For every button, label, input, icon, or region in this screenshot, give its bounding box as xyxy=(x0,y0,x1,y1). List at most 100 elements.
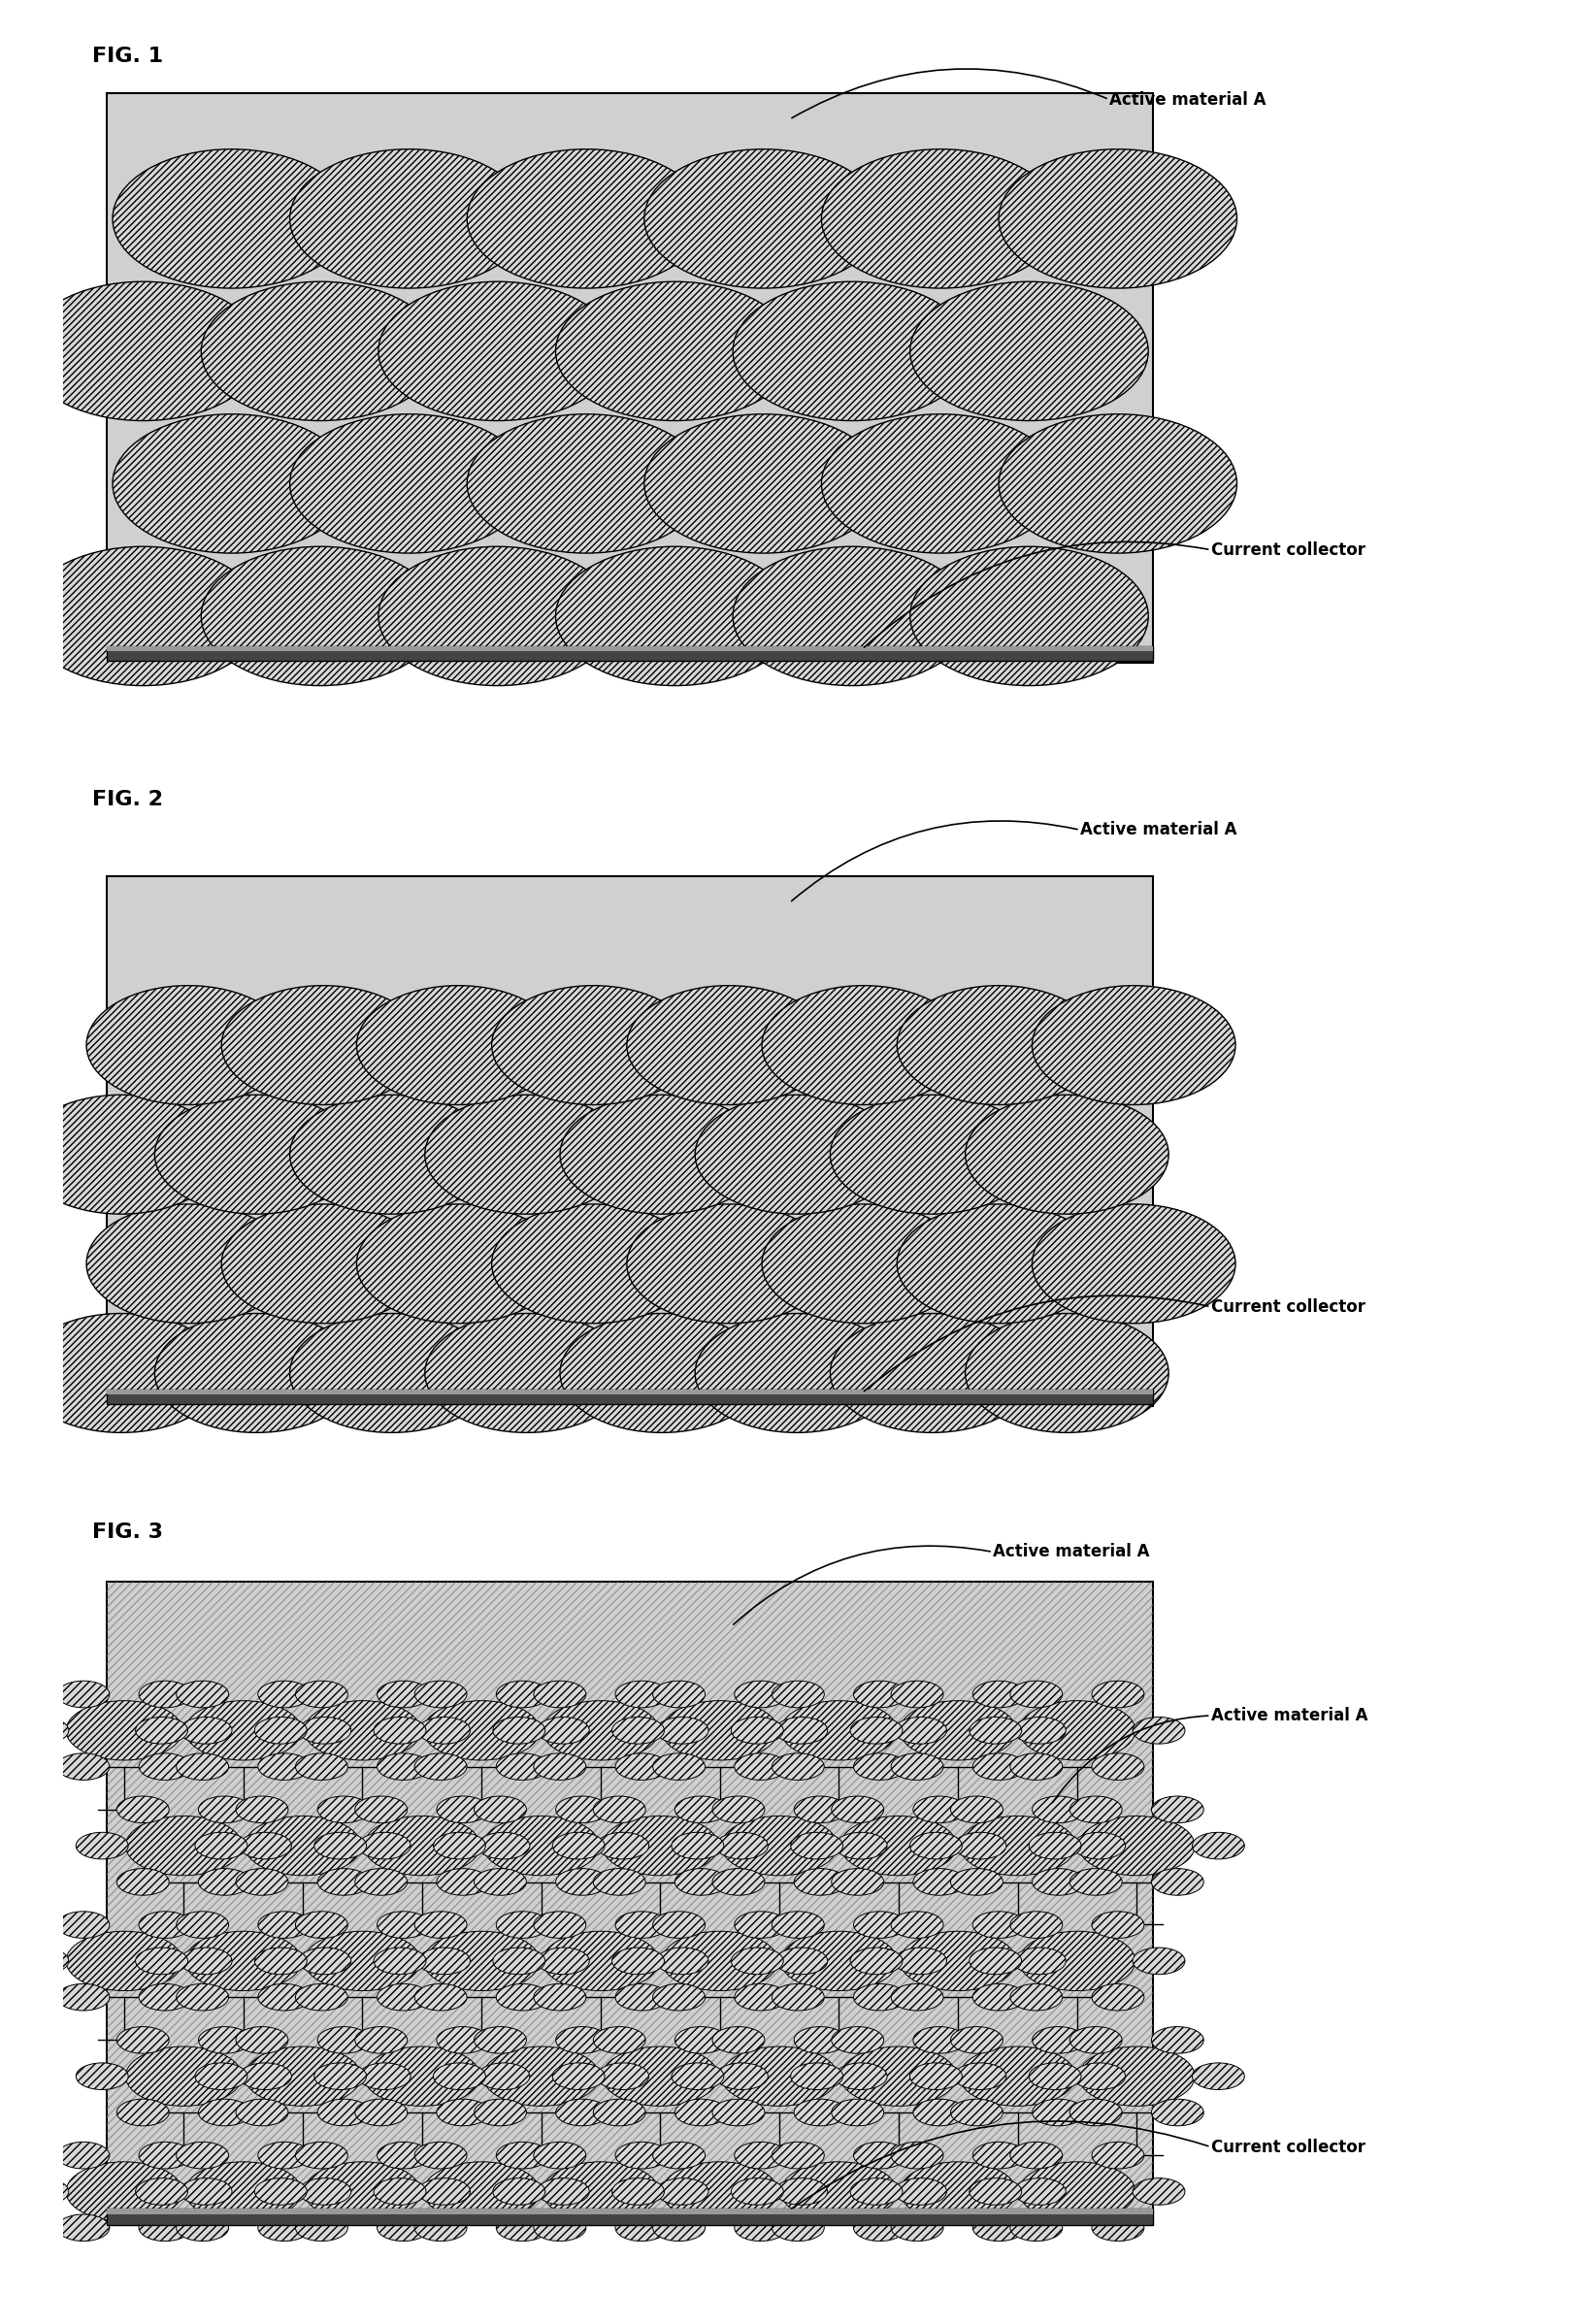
Circle shape xyxy=(314,1831,366,1859)
Circle shape xyxy=(474,2027,526,2054)
Ellipse shape xyxy=(831,1095,1034,1213)
Circle shape xyxy=(913,2099,965,2126)
Ellipse shape xyxy=(695,1313,898,1432)
Circle shape xyxy=(1011,2215,1063,2240)
Ellipse shape xyxy=(425,1313,628,1432)
Circle shape xyxy=(180,1948,232,1975)
Bar xyxy=(107,2208,1153,2224)
Circle shape xyxy=(358,1831,411,1859)
Circle shape xyxy=(1069,2027,1123,2054)
Circle shape xyxy=(891,2143,943,2168)
Ellipse shape xyxy=(733,281,971,421)
Circle shape xyxy=(136,2178,188,2205)
Ellipse shape xyxy=(19,1095,223,1213)
Circle shape xyxy=(652,1985,706,2010)
Circle shape xyxy=(295,1752,347,1780)
Circle shape xyxy=(1091,1985,1145,2010)
Circle shape xyxy=(1033,2099,1085,2126)
Circle shape xyxy=(970,1717,1022,1743)
Bar xyxy=(107,646,1153,651)
Circle shape xyxy=(317,2099,369,2126)
Circle shape xyxy=(913,2027,965,2054)
Circle shape xyxy=(493,2178,545,2205)
Circle shape xyxy=(960,1815,1075,1875)
Circle shape xyxy=(257,2215,309,2240)
Circle shape xyxy=(850,1948,903,1975)
Ellipse shape xyxy=(379,281,617,421)
Ellipse shape xyxy=(291,1095,493,1213)
Circle shape xyxy=(731,2178,783,2205)
Ellipse shape xyxy=(763,985,965,1104)
Ellipse shape xyxy=(897,985,1101,1104)
Circle shape xyxy=(1091,1680,1145,1708)
Ellipse shape xyxy=(491,1204,695,1322)
Circle shape xyxy=(794,2027,846,2054)
Circle shape xyxy=(791,1831,843,1859)
Circle shape xyxy=(674,1796,728,1822)
Circle shape xyxy=(613,1717,665,1743)
Circle shape xyxy=(1069,2099,1123,2126)
Circle shape xyxy=(891,1910,943,1938)
Circle shape xyxy=(474,2099,526,2126)
Circle shape xyxy=(1078,1815,1195,1875)
Circle shape xyxy=(734,1752,786,1780)
Ellipse shape xyxy=(561,1095,763,1213)
Circle shape xyxy=(657,2178,709,2205)
Circle shape xyxy=(235,1796,289,1822)
Circle shape xyxy=(951,1796,1003,1822)
Ellipse shape xyxy=(556,546,794,686)
Circle shape xyxy=(180,1948,232,1975)
Circle shape xyxy=(854,1910,906,1938)
Ellipse shape xyxy=(644,414,883,553)
Circle shape xyxy=(616,2143,668,2168)
Circle shape xyxy=(1011,1680,1063,1708)
Circle shape xyxy=(493,1717,545,1743)
Circle shape xyxy=(437,2027,489,2054)
Circle shape xyxy=(196,2064,248,2089)
Circle shape xyxy=(493,2178,545,2205)
Circle shape xyxy=(305,1701,420,1759)
Circle shape xyxy=(772,1752,824,1780)
Circle shape xyxy=(954,2064,1006,2089)
Circle shape xyxy=(543,1931,658,1992)
Text: Active material A: Active material A xyxy=(1211,1706,1367,1724)
Ellipse shape xyxy=(998,414,1236,553)
Circle shape xyxy=(314,2064,366,2089)
Ellipse shape xyxy=(831,1313,1034,1432)
Circle shape xyxy=(496,1910,548,1938)
Ellipse shape xyxy=(821,414,1060,553)
Circle shape xyxy=(298,1948,351,1975)
Ellipse shape xyxy=(19,1313,223,1432)
Circle shape xyxy=(423,2161,540,2222)
Ellipse shape xyxy=(733,546,971,686)
Circle shape xyxy=(613,2178,665,2205)
Circle shape xyxy=(305,1701,420,1759)
Circle shape xyxy=(850,1948,903,1975)
Circle shape xyxy=(126,1815,242,1875)
Circle shape xyxy=(374,2178,426,2205)
Circle shape xyxy=(433,2064,486,2089)
Ellipse shape xyxy=(644,149,883,288)
Circle shape xyxy=(674,1868,728,1896)
Circle shape xyxy=(317,1796,369,1822)
Circle shape xyxy=(177,2215,229,2240)
Ellipse shape xyxy=(24,281,262,421)
Circle shape xyxy=(913,1868,965,1896)
Ellipse shape xyxy=(627,1204,831,1322)
Circle shape xyxy=(657,1717,709,1743)
Ellipse shape xyxy=(821,414,1060,553)
Circle shape xyxy=(1069,1796,1123,1822)
Circle shape xyxy=(136,2178,188,2205)
Circle shape xyxy=(970,1717,1022,1743)
Circle shape xyxy=(185,2161,302,2222)
Circle shape xyxy=(854,1680,906,1708)
Circle shape xyxy=(126,2047,242,2106)
Circle shape xyxy=(657,1948,709,1975)
Circle shape xyxy=(832,2027,884,2054)
Circle shape xyxy=(1033,2099,1085,2126)
Circle shape xyxy=(433,1831,486,1859)
Circle shape xyxy=(1011,1910,1063,1938)
Ellipse shape xyxy=(19,1095,223,1213)
Circle shape xyxy=(185,1701,302,1759)
Circle shape xyxy=(1132,2178,1184,2205)
